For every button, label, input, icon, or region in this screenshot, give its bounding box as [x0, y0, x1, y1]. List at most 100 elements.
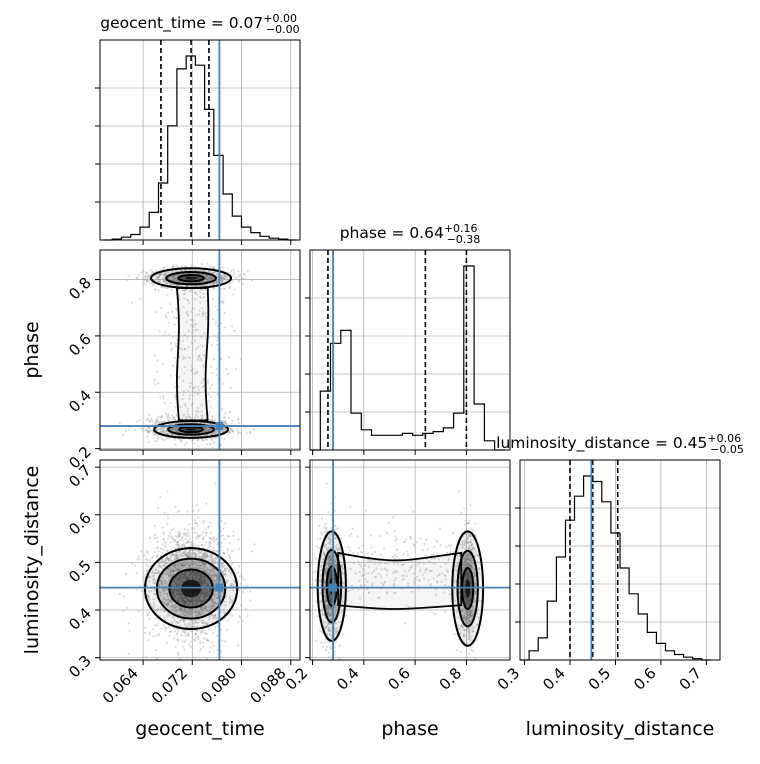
sample-point	[181, 640, 184, 643]
sample-point	[211, 641, 214, 644]
sample-point	[434, 613, 438, 616]
sample-point	[227, 535, 231, 538]
sample-point	[212, 281, 215, 285]
sample-point	[174, 443, 177, 446]
sample-point	[199, 434, 202, 438]
sample-point	[125, 606, 129, 609]
sample-point	[222, 527, 225, 531]
sample-point	[349, 505, 352, 508]
sample-point	[144, 275, 147, 278]
sample-point	[157, 289, 160, 292]
sample-point	[175, 264, 178, 267]
sample-point	[219, 444, 222, 447]
sample-point	[194, 328, 197, 331]
sample-point	[181, 645, 184, 648]
sample-point	[222, 299, 225, 302]
sample-point	[202, 345, 205, 348]
sample-point	[223, 311, 226, 315]
sample-point	[154, 311, 157, 314]
sample-point	[207, 428, 210, 431]
sample-point	[169, 341, 173, 344]
sample-point	[181, 539, 184, 542]
sample-point	[164, 273, 167, 276]
sample-point	[221, 276, 224, 279]
sample-point	[159, 428, 162, 431]
sample-point	[200, 410, 203, 413]
sample-point	[185, 534, 189, 538]
sample-point	[145, 429, 148, 432]
sample-point	[172, 275, 175, 278]
sample-point	[175, 274, 178, 277]
sample-point	[249, 590, 252, 593]
sample-point	[171, 428, 175, 431]
sample-point	[226, 548, 229, 551]
sample-point	[229, 557, 232, 560]
sample-point	[205, 430, 208, 433]
sample-point	[175, 273, 178, 277]
sample-point	[195, 522, 198, 525]
sample-point	[148, 275, 151, 278]
sample-point	[215, 281, 218, 284]
sample-point	[193, 519, 197, 522]
sample-point	[204, 427, 207, 430]
sample-point	[159, 547, 162, 550]
sample-point	[176, 541, 179, 544]
sample-point	[210, 343, 213, 347]
sample-point	[122, 595, 126, 598]
sample-point	[211, 419, 214, 422]
sample-point	[173, 427, 176, 430]
sample-point	[216, 281, 219, 284]
sample-point	[187, 314, 190, 317]
sample-point	[323, 526, 326, 529]
sample-point	[153, 624, 157, 627]
sample-point	[172, 283, 175, 286]
sample-point	[205, 534, 208, 537]
sample-point	[140, 550, 143, 553]
sample-point	[202, 269, 205, 272]
sample-point	[176, 428, 179, 432]
sample-point	[164, 286, 167, 289]
sample-point	[202, 280, 205, 283]
sample-point	[151, 556, 154, 559]
sample-point	[165, 437, 168, 440]
sample-point	[171, 428, 174, 431]
sample-point	[221, 301, 224, 304]
sample-point	[176, 632, 179, 635]
sample-point	[182, 306, 185, 309]
sample-point	[209, 277, 212, 280]
sample-point	[176, 429, 179, 432]
sample-point	[205, 531, 208, 534]
sample-point	[231, 429, 234, 432]
sample-point	[193, 638, 196, 641]
sample-point	[211, 384, 214, 387]
sample-point	[165, 641, 169, 644]
sample-point	[205, 262, 209, 265]
sample-point	[222, 301, 225, 305]
sample-point	[223, 420, 227, 423]
sample-point	[166, 537, 170, 540]
sample-point	[160, 268, 163, 271]
sample-point	[187, 632, 190, 635]
sample-point	[150, 418, 153, 421]
sample-point	[231, 280, 234, 283]
sample-point	[208, 400, 211, 403]
sample-point	[207, 429, 210, 432]
sample-point	[174, 505, 177, 508]
sample-point	[213, 358, 216, 361]
sample-point	[236, 571, 239, 575]
sample-point	[226, 619, 229, 622]
sample-point	[205, 502, 208, 505]
sample-point	[203, 332, 206, 335]
sample-point	[168, 635, 171, 638]
sample-point	[189, 645, 192, 648]
sample-point	[156, 382, 160, 385]
sample-point	[435, 552, 438, 555]
sample-point	[152, 437, 155, 440]
sample-point	[154, 440, 157, 443]
sample-point	[138, 557, 141, 560]
sample-point	[127, 429, 130, 432]
sample-point	[211, 271, 214, 275]
sample-point	[178, 280, 182, 284]
sample-point	[167, 625, 170, 629]
